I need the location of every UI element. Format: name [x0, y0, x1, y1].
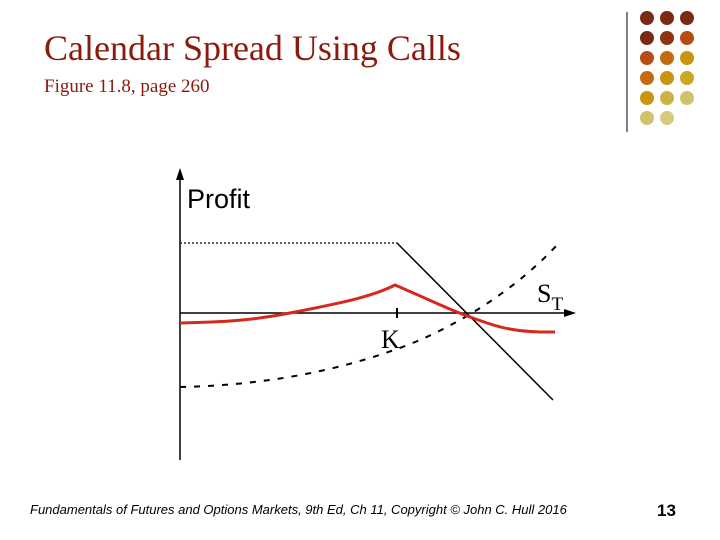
short-call-payoff: [396, 242, 554, 401]
x-axis-symbol: S: [537, 279, 551, 308]
footer: Fundamentals of Futures and Options Mark…: [30, 502, 568, 517]
page-number: 13: [657, 501, 676, 520]
subtitle: Figure 11.8, page 260: [44, 76, 210, 97]
arrowhead: [176, 168, 184, 180]
strike-label: K: [381, 325, 400, 354]
x-axis-label: ST: [537, 279, 563, 315]
spread-profit: [179, 283, 555, 334]
y-axis-label: Profit: [187, 184, 251, 214]
long-call-value: [179, 244, 558, 388]
title: Calendar Spread Using Calls: [44, 28, 461, 68]
x-axis-subscript: T: [551, 294, 563, 315]
arrowhead: [564, 309, 576, 317]
diagram: [176, 168, 576, 460]
dot-grid: [640, 11, 694, 125]
